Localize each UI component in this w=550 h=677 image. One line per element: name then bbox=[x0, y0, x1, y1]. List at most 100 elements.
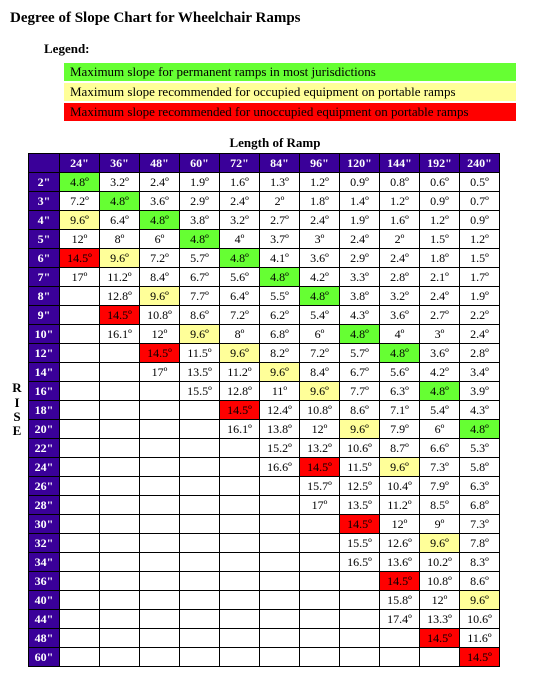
slope-cell: 6.4º bbox=[100, 211, 140, 230]
row-header: 44" bbox=[29, 610, 60, 629]
slope-cell: 4.2º bbox=[420, 363, 460, 382]
slope-cell bbox=[60, 363, 100, 382]
slope-cell bbox=[60, 382, 100, 401]
slope-cell: 16.5º bbox=[340, 553, 380, 572]
slope-cell: 3.6º bbox=[300, 249, 340, 268]
slope-cell bbox=[380, 629, 420, 648]
slope-cell: 1.2º bbox=[300, 173, 340, 192]
slope-cell bbox=[100, 553, 140, 572]
slope-cell: 2.7º bbox=[260, 211, 300, 230]
slope-cell bbox=[100, 363, 140, 382]
slope-cell bbox=[380, 648, 420, 667]
slope-cell bbox=[60, 648, 100, 667]
slope-cell: 11.2º bbox=[220, 363, 260, 382]
slope-cell bbox=[140, 629, 180, 648]
legend: Maximum slope for permanent ramps in mos… bbox=[10, 63, 540, 123]
slope-cell: 4.3º bbox=[340, 306, 380, 325]
row-header: 9" bbox=[29, 306, 60, 325]
slope-cell: 6º bbox=[420, 420, 460, 439]
slope-cell bbox=[100, 534, 140, 553]
slope-cell bbox=[220, 572, 260, 591]
slope-cell: 6.8º bbox=[260, 325, 300, 344]
slope-cell: 13.5º bbox=[340, 496, 380, 515]
slope-cell: 1.6º bbox=[220, 173, 260, 192]
slope-cell: 14.5º bbox=[60, 249, 100, 268]
slope-cell: 4.8º bbox=[460, 420, 500, 439]
slope-cell: 2.2º bbox=[460, 306, 500, 325]
slope-cell: 14.5º bbox=[140, 344, 180, 363]
slope-cell bbox=[60, 344, 100, 363]
slope-cell: 8.5º bbox=[420, 496, 460, 515]
slope-cell bbox=[140, 648, 180, 667]
slope-cell: 9.6º bbox=[420, 534, 460, 553]
slope-cell bbox=[260, 515, 300, 534]
slope-cell bbox=[100, 344, 140, 363]
slope-cell: 3.6º bbox=[420, 344, 460, 363]
slope-cell: 3.4º bbox=[460, 363, 500, 382]
row-header: 20" bbox=[29, 420, 60, 439]
slope-cell: 4.8º bbox=[100, 192, 140, 211]
slope-cell bbox=[100, 458, 140, 477]
slope-cell bbox=[300, 591, 340, 610]
x-axis-label: Length of Ramp bbox=[10, 135, 540, 151]
slope-cell bbox=[180, 477, 220, 496]
slope-cell: 12.6º bbox=[380, 534, 420, 553]
slope-cell bbox=[180, 553, 220, 572]
col-header: 192" bbox=[420, 154, 460, 173]
col-header: 36" bbox=[100, 154, 140, 173]
slope-cell bbox=[60, 477, 100, 496]
slope-cell bbox=[100, 648, 140, 667]
slope-cell bbox=[220, 515, 260, 534]
slope-cell bbox=[140, 610, 180, 629]
slope-cell: 1.2º bbox=[460, 230, 500, 249]
slope-cell bbox=[100, 515, 140, 534]
slope-cell: 12º bbox=[300, 420, 340, 439]
slope-cell: 1.5º bbox=[460, 249, 500, 268]
slope-cell: 1.9º bbox=[180, 173, 220, 192]
slope-cell: 3º bbox=[420, 325, 460, 344]
slope-cell: 10.6º bbox=[460, 610, 500, 629]
col-header: 24" bbox=[60, 154, 100, 173]
slope-cell: 13.8º bbox=[260, 420, 300, 439]
legend-label: Legend: bbox=[44, 41, 540, 57]
slope-cell: 7.7º bbox=[340, 382, 380, 401]
slope-cell: 2.4º bbox=[300, 211, 340, 230]
legend-item-1: Maximum slope recommended for occupied e… bbox=[64, 83, 516, 101]
slope-cell bbox=[220, 553, 260, 572]
slope-cell: 12.8º bbox=[220, 382, 260, 401]
slope-cell: 2.4º bbox=[420, 287, 460, 306]
slope-cell: 4.8º bbox=[340, 325, 380, 344]
slope-cell: 16.1º bbox=[220, 420, 260, 439]
col-header: 96" bbox=[300, 154, 340, 173]
slope-cell bbox=[260, 496, 300, 515]
slope-cell: 10.8º bbox=[420, 572, 460, 591]
row-header: 22" bbox=[29, 439, 60, 458]
row-header: 32" bbox=[29, 534, 60, 553]
slope-cell bbox=[140, 401, 180, 420]
slope-cell: 3.2º bbox=[380, 287, 420, 306]
slope-cell: 5.4º bbox=[420, 401, 460, 420]
slope-cell bbox=[140, 420, 180, 439]
slope-cell: 11º bbox=[260, 382, 300, 401]
slope-cell: 10.8º bbox=[300, 401, 340, 420]
row-header: 2" bbox=[29, 173, 60, 192]
col-header: 60" bbox=[180, 154, 220, 173]
slope-cell: 4.8º bbox=[420, 382, 460, 401]
row-header: 16" bbox=[29, 382, 60, 401]
slope-cell: 15.5º bbox=[340, 534, 380, 553]
slope-cell bbox=[140, 534, 180, 553]
slope-cell: 6.7º bbox=[340, 363, 380, 382]
slope-cell: 4.8º bbox=[60, 173, 100, 192]
slope-cell bbox=[260, 534, 300, 553]
slope-cell: 8.6º bbox=[180, 306, 220, 325]
slope-cell bbox=[300, 515, 340, 534]
slope-cell bbox=[100, 629, 140, 648]
slope-cell: 0.7º bbox=[460, 192, 500, 211]
row-header: 60" bbox=[29, 648, 60, 667]
slope-cell bbox=[140, 572, 180, 591]
slope-cell: 5.3º bbox=[460, 439, 500, 458]
slope-cell: 10.4º bbox=[380, 477, 420, 496]
slope-cell: 2º bbox=[260, 192, 300, 211]
slope-cell: 2.7º bbox=[420, 306, 460, 325]
slope-cell: 9.6º bbox=[300, 382, 340, 401]
